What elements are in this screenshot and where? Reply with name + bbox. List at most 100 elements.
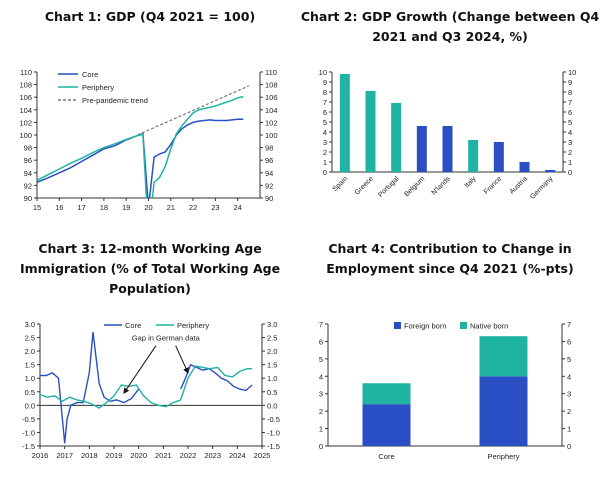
chart2-bar-greece [365, 91, 376, 172]
chart2-xtick-label: Belgium [403, 175, 426, 198]
chart1-xtick-label: 18 [100, 203, 108, 212]
chart1-title: Chart 1: GDP (Q4 2021 = 100) [44, 9, 256, 24]
chart2-xtick-label: France [483, 175, 503, 195]
chart3-ytick-left-label: 3.0 [25, 320, 35, 329]
chart2-ytick-right-label: 9 [568, 78, 572, 87]
chart4-ytick-left-label: 6 [319, 337, 323, 346]
chart3-ytick-right-label: 2.0 [267, 347, 277, 356]
chart1-xtick-label: 15 [33, 203, 41, 212]
chart2-xtick-label: Austria [509, 175, 529, 195]
chart3-series-periphery [39, 365, 253, 409]
chart3-ytick-right-label: -1.5 [267, 442, 280, 451]
chart4-xtick-label: Periphery [487, 452, 519, 461]
chart1-ytick-right-label: 104 [265, 106, 278, 115]
chart3-title-line2: Immigration (% of Total Working Age [19, 261, 281, 276]
chart1-xtick-label: 16 [55, 203, 63, 212]
chart1-ytick-right-label: 102 [265, 118, 278, 127]
chart2-ytick-left-label: 8 [323, 88, 327, 97]
chart2-ytick-left-label: 3 [323, 138, 327, 147]
chart1-ytick-right-label: 106 [265, 93, 278, 102]
chart3-ytick-right-label: 0.5 [267, 388, 277, 397]
chart3-xtick-label: 2024 [229, 451, 246, 460]
chart3-ytick-right-label: -0.5 [267, 415, 280, 424]
chart2-ytick-right-label: 10 [568, 68, 576, 77]
chart3-xtick-label: 2017 [56, 451, 73, 460]
chart3-panel: Chart 3: 12-month Working Age Immigratio… [0, 238, 300, 477]
chart2-ytick-right-label: 7 [568, 98, 572, 107]
chart1-ytick-right-label: 98 [265, 144, 273, 153]
chart1-xtick-label: 24 [234, 203, 242, 212]
chart4-ytick-left-label: 7 [319, 320, 323, 329]
chart3-ytick-right-label: -1.0 [267, 428, 280, 437]
chart3-ytick-left-label: -1.0 [22, 428, 35, 437]
chart4-ytick-right-label: 5 [567, 355, 571, 364]
chart1-panel: Chart 1: GDP (Q4 2021 = 100) 90 90 92 92 94 9… [0, 0, 300, 230]
chart2-bar-france [493, 142, 504, 172]
chart1-ytick-left-label: 98 [24, 144, 32, 153]
chart4-bar-core-foreign-born [362, 404, 411, 446]
chart2-ytick-right-label: 3 [568, 138, 572, 147]
chart1-ytick-right-label: 90 [265, 194, 273, 203]
chart4-ytick-left-label: 1 [319, 425, 323, 434]
chart2-ytick-right-label: 6 [568, 108, 572, 117]
chart1-legend-label: Periphery [82, 83, 114, 92]
chart4-ytick-right-label: 3 [567, 390, 571, 399]
chart2-bar-portugal [391, 103, 402, 172]
chart4-bar-periphery-foreign-born [479, 376, 528, 446]
chart3-xtick-label: 2025 [254, 451, 271, 460]
chart3-annotation-arrow [175, 345, 189, 374]
chart1-ytick-left-label: 94 [24, 169, 32, 178]
chart3-ytick-right-label: 1.5 [267, 361, 277, 370]
chart4-ytick-left-label: 4 [319, 372, 323, 381]
chart2-bar-germany [545, 170, 556, 172]
chart4-ytick-left-label: 2 [319, 407, 323, 416]
chart2-ytick-left-label: 9 [323, 78, 327, 87]
chart2-ytick-left-label: 0 [323, 168, 327, 177]
chart3-svg: -1.5 -1.5 -1.0 -1.0 -0.5 -0.5 0.0 0.0 0.5 0.5 1.0 1… [22, 320, 280, 460]
chart3-ytick-left-label: 2.0 [25, 347, 35, 356]
chart4-ytick-right-label: 2 [567, 407, 571, 416]
chart2-ytick-left-label: 6 [323, 108, 327, 117]
chart3-ytick-right-label: 2.5 [267, 334, 277, 343]
chart2-ytick-right-label: 8 [568, 88, 572, 97]
chart1-ytick-left-label: 90 [24, 194, 32, 203]
chart3-xtick-label: 2019 [106, 451, 123, 460]
chart1-series-pre-pandemic-trend [137, 85, 250, 136]
chart3-xtick-label: 2018 [81, 451, 98, 460]
chart2-ytick-right-label: 4 [568, 128, 572, 137]
chart2-bar-belgium [416, 126, 427, 172]
chart3-ytick-left-label: 0.5 [25, 388, 35, 397]
chart4-ytick-left-label: 3 [319, 390, 323, 399]
chart4-svg: 0 0 1 1 2 2 3 3 4 4 5 5 6 6 7 7 Core Periphery Foreign bor… [319, 320, 571, 461]
chart3-xtick-label: 2020 [130, 451, 147, 460]
chart2-bar-nlands [442, 126, 453, 172]
chart4-legend-label: Foreign born [404, 322, 447, 331]
chart1-xtick-label: 17 [77, 203, 85, 212]
chart2-ytick-left-label: 5 [323, 118, 327, 127]
chart1-ytick-left-label: 102 [19, 118, 32, 127]
chart1-ytick-right-label: 92 [265, 181, 273, 190]
chart3-xtick-label: 2023 [204, 451, 221, 460]
chart3-legend-label: Core [125, 321, 141, 330]
chart3-xtick-label: 2016 [32, 451, 49, 460]
chart1-legend-label: Pre-pandemic trend [82, 96, 148, 105]
chart1-ytick-left-label: 100 [19, 131, 32, 140]
chart4-xtick-label: Core [378, 452, 394, 461]
chart1-ytick-right-label: 108 [265, 81, 278, 90]
chart1-ytick-right-label: 94 [265, 169, 273, 178]
chart2-bar-spain [339, 74, 350, 172]
chart2-panel: Chart 2: GDP Growth (Change between Q4 2… [300, 0, 600, 230]
chart2-ytick-left-label: 7 [323, 98, 327, 107]
chart3-ytick-left-label: 0.0 [25, 401, 35, 410]
chart4-ytick-right-label: 0 [567, 442, 571, 451]
chart4-legend-swatch [394, 322, 401, 329]
chart4-legend-swatch [460, 322, 467, 329]
chart3-ytick-left-label: 1.0 [25, 374, 35, 383]
chart3-ytick-left-label: -0.5 [22, 415, 35, 424]
chart3-annotation-label: Gap in German data [132, 333, 201, 342]
chart2-ytick-right-label: 2 [568, 148, 572, 157]
chart1-xtick-label: 19 [122, 203, 130, 212]
chart3-ytick-right-label: 0.0 [267, 401, 277, 410]
chart1-ytick-left-label: 108 [19, 81, 32, 90]
